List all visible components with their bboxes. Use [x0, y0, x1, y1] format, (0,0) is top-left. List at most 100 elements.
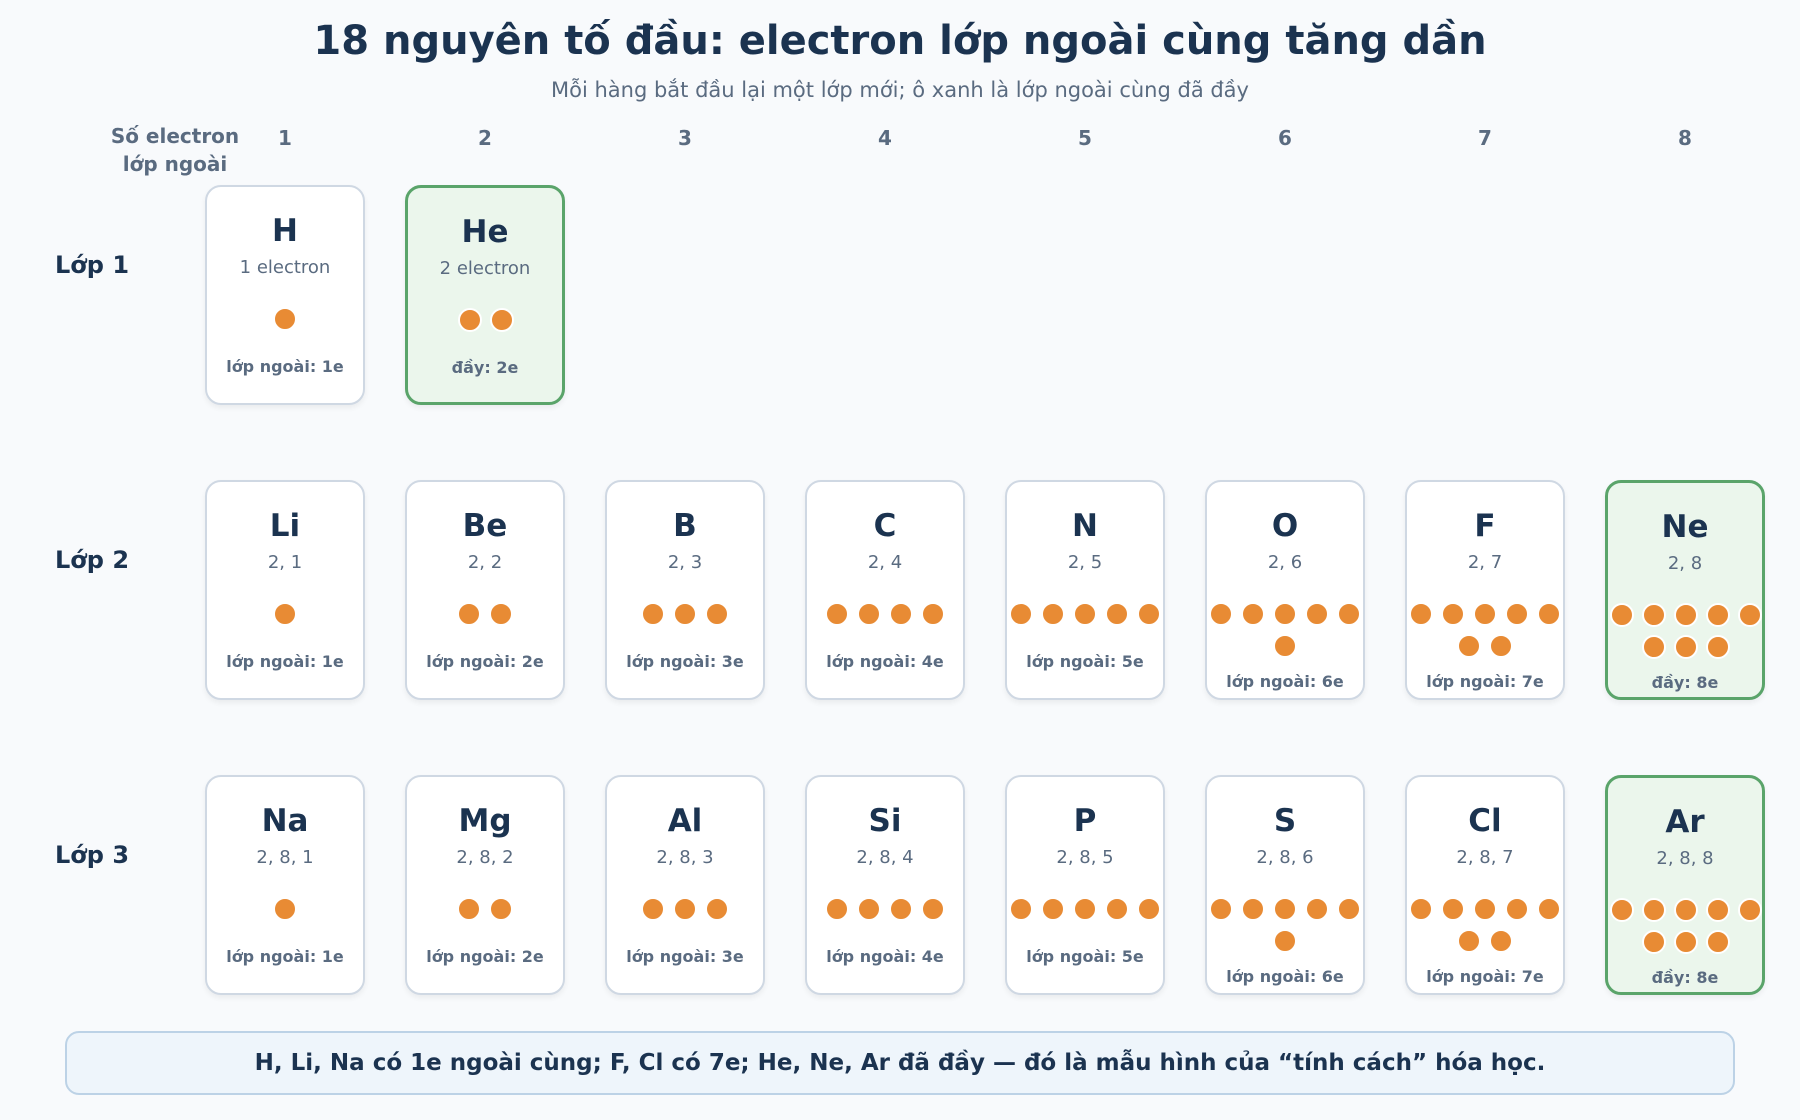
element-symbol: P [1073, 803, 1097, 839]
electron-dot [1537, 602, 1561, 626]
element-card-c: C 2, 4 lớp ngoài: 4e [805, 480, 965, 700]
electron-dot [1441, 897, 1465, 921]
electron-dot [1505, 602, 1529, 626]
electron-dot [1642, 898, 1666, 922]
element-card-be: Be 2, 2 lớp ngoài: 2e [405, 480, 565, 700]
element-card-he: He 2 electron đầy: 2e [405, 185, 565, 405]
electron-dot [1505, 897, 1529, 921]
element-symbol: Be [462, 508, 508, 544]
element-symbol: C [873, 508, 897, 544]
electron-dot [1105, 897, 1129, 921]
element-symbol: Ne [1661, 509, 1709, 545]
electron-dot [1537, 897, 1561, 921]
outer-shell-caption: lớp ngoài: 6e [1226, 967, 1344, 986]
element-card-f: F 2, 7 lớp ngoài: 7e [1405, 480, 1565, 700]
footer-note: H, Li, Na có 1e ngoài cùng; F, Cl có 7e;… [65, 1031, 1735, 1095]
electron-dot [641, 602, 665, 626]
electron-dot [457, 602, 481, 626]
electron-dot [1706, 603, 1730, 627]
element-card-ar: Ar 2, 8, 8 đầy: 8e [1605, 775, 1765, 995]
electron-dot [673, 602, 697, 626]
outer-shell-caption: đầy: 8e [1651, 968, 1719, 987]
column-number: 2 [478, 126, 492, 150]
column-number: 3 [678, 126, 692, 150]
electron-dot [1489, 929, 1513, 953]
page-subtitle: Mỗi hàng bắt đầu lại một lớp mới; ô xanh… [551, 78, 1249, 102]
electron-dot [273, 602, 297, 626]
electron-dot [1273, 602, 1297, 626]
electron-dot [1489, 634, 1513, 658]
electron-dot [1073, 897, 1097, 921]
electron-dot [1073, 602, 1097, 626]
electron-dot [705, 602, 729, 626]
electron-dot [1337, 602, 1361, 626]
electron-dot [1273, 634, 1297, 658]
electron-dot [1273, 897, 1297, 921]
outer-shell-caption: đầy: 2e [451, 358, 519, 377]
element-card-ne: Ne 2, 8 đầy: 8e [1605, 480, 1765, 700]
electron-configuration: 2, 8, 7 [1456, 847, 1514, 868]
element-card-h: H 1 electron lớp ngoài: 1e [205, 185, 365, 405]
element-symbol: Ar [1665, 804, 1705, 840]
outer-shell-caption: lớp ngoài: 7e [1426, 967, 1544, 986]
electron-dot [1706, 635, 1730, 659]
electron-dot [489, 602, 513, 626]
outer-shell-caption: đầy: 8e [1651, 673, 1719, 692]
electron-dot [1457, 929, 1481, 953]
electron-dot [1642, 635, 1666, 659]
electron-dot [1241, 602, 1265, 626]
electron-dot [1105, 602, 1129, 626]
electron-dot [1473, 602, 1497, 626]
electron-dot [857, 602, 881, 626]
element-symbol: Li [269, 508, 301, 544]
electron-configuration: 2, 3 [667, 552, 703, 573]
electron-dot [1674, 898, 1698, 922]
electron-configuration: 2, 4 [867, 552, 903, 573]
outer-shell-caption: lớp ngoài: 6e [1226, 672, 1344, 691]
row-label: Lớp 3 [55, 841, 130, 869]
electron-dot [1305, 897, 1329, 921]
electron-dot [1209, 897, 1233, 921]
electron-configuration: 2, 8, 2 [456, 847, 514, 868]
element-symbol: Al [667, 803, 703, 839]
electron-configuration: 2, 2 [467, 552, 503, 573]
electron-dot [458, 308, 482, 332]
electron-dot [1642, 603, 1666, 627]
electron-dot [1009, 602, 1033, 626]
column-number: 1 [278, 126, 292, 150]
electron-configuration: 2, 1 [267, 552, 303, 573]
electron-dot [705, 897, 729, 921]
element-symbol: Si [868, 803, 902, 839]
electron-configuration: 1 electron [239, 257, 331, 278]
electron-dot [1674, 603, 1698, 627]
electron-configuration: 2, 8, 4 [856, 847, 914, 868]
column-number: 5 [1078, 126, 1092, 150]
row-label: Lớp 2 [55, 546, 130, 574]
element-card-cl: Cl 2, 8, 7 lớp ngoài: 7e [1405, 775, 1565, 995]
electron-configuration: 2, 7 [1467, 552, 1503, 573]
electron-dot [1441, 602, 1465, 626]
electron-dot [1041, 602, 1065, 626]
electron-configuration: 2, 8, 6 [1256, 847, 1314, 868]
element-symbol: O [1271, 508, 1299, 544]
element-symbol: Mg [458, 803, 512, 839]
element-symbol: Cl [1468, 803, 1502, 839]
electron-dot [1642, 930, 1666, 954]
electron-dot [1409, 897, 1433, 921]
electron-configuration: 2, 8, 8 [1656, 848, 1714, 869]
electron-dot [641, 897, 665, 921]
electron-dot [1610, 898, 1634, 922]
element-card-o: O 2, 6 lớp ngoài: 6e [1205, 480, 1365, 700]
column-header-label: Số electron lớp ngoài [110, 124, 240, 176]
electron-configuration: 2, 5 [1067, 552, 1103, 573]
element-card-na: Na 2, 8, 1 lớp ngoài: 1e [205, 775, 365, 995]
electron-dot [1305, 602, 1329, 626]
electron-dot [1137, 897, 1161, 921]
electron-dot [1674, 635, 1698, 659]
outer-shell-caption: lớp ngoài: 4e [826, 652, 944, 671]
element-symbol: S [1273, 803, 1297, 839]
electron-configuration: 2, 8, 3 [656, 847, 714, 868]
electron-dot [1041, 897, 1065, 921]
element-symbol: F [1474, 508, 1496, 544]
electron-dot [1273, 929, 1297, 953]
